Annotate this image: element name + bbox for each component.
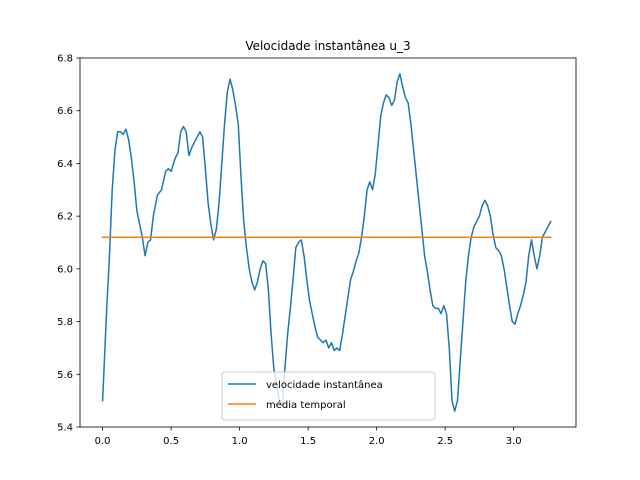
y-tick-label: 6.8 xyxy=(57,54,73,65)
y-tick-label: 5.4 xyxy=(57,423,73,434)
legend-label: média temporal xyxy=(266,399,346,411)
axes-frame xyxy=(79,57,577,428)
y-tick-label: 6.0 xyxy=(57,264,73,275)
x-tick-label: 2.5 xyxy=(437,436,453,447)
x-tick-label: 1.5 xyxy=(300,436,316,447)
series-line-velocidade-instantanea xyxy=(101,73,552,412)
x-tick-label: 3.0 xyxy=(506,436,522,447)
x-tick-label: 0.0 xyxy=(95,436,111,447)
y-tick-label: 6.4 xyxy=(57,159,73,170)
y-tick-label: 5.8 xyxy=(57,317,73,328)
legend-label: velocidade instantânea xyxy=(266,379,383,391)
legend: velocidade instantânea média temporal xyxy=(221,371,436,421)
chart-title: Velocidade instantânea u_3 xyxy=(245,39,410,53)
plot-area xyxy=(79,57,577,428)
x-tick-label: 0.5 xyxy=(163,436,179,447)
y-tick-label: 6.6 xyxy=(57,106,73,117)
x-tick-label: 2.0 xyxy=(369,436,385,447)
y-tick-label: 6.2 xyxy=(57,212,73,223)
y-tick-label: 5.6 xyxy=(57,370,73,381)
legend-box xyxy=(221,371,436,421)
y-axis: 5.4 5.6 5.8 6.0 6.2 6.4 6.6 6.8 xyxy=(57,54,80,434)
x-axis: 0.0 0.5 1.0 1.5 2.0 2.5 3.0 xyxy=(95,427,522,447)
x-tick-label: 1.0 xyxy=(232,436,248,447)
